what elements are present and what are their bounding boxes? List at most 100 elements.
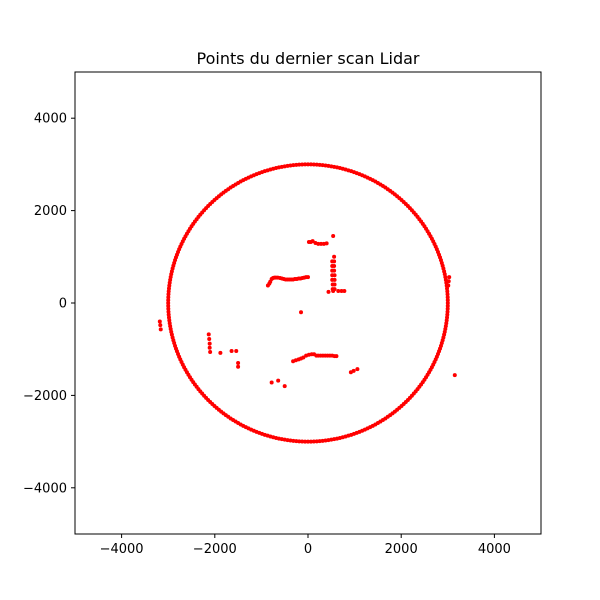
x-tick-label: 0	[304, 542, 312, 557]
y-tick-label: 0	[59, 297, 67, 312]
scatter-point	[299, 310, 304, 315]
scatter-point	[326, 289, 331, 294]
scatter-point	[297, 162, 302, 167]
scatter-point	[332, 287, 337, 292]
scatter-point	[166, 309, 171, 314]
x-tick-label: 4000	[478, 542, 511, 557]
scatter-point	[288, 438, 293, 443]
scatter-point	[317, 439, 322, 444]
scatter-point	[166, 292, 171, 297]
scatter-point	[166, 301, 171, 305]
scatter-point	[158, 327, 163, 332]
scatter-point	[236, 361, 241, 366]
scatter-point	[446, 283, 451, 288]
scatter-point	[324, 241, 329, 246]
scatter-point	[446, 279, 451, 284]
y-tick-label: −2000	[23, 389, 67, 404]
scatter-point	[452, 373, 457, 378]
scatter-point	[323, 163, 328, 168]
scatter-point	[158, 323, 163, 328]
scatter-point	[320, 438, 325, 443]
scatter-point	[306, 275, 310, 280]
scatter-point	[276, 378, 281, 383]
scatter-point	[306, 162, 310, 167]
scatter-point	[306, 439, 310, 444]
scatter-point	[166, 298, 171, 303]
scatter-point	[207, 341, 212, 346]
scatter-point	[332, 268, 337, 273]
scatter-point	[445, 292, 450, 297]
scatter-point	[311, 162, 316, 167]
scatter-point	[445, 315, 450, 320]
scatter-point	[308, 162, 313, 167]
scatter-point	[234, 349, 239, 354]
scatter-point	[445, 301, 450, 305]
scatter-point	[332, 264, 337, 269]
y-tick-label: −4000	[23, 481, 67, 496]
scatter-point	[229, 349, 234, 354]
scatter-point	[282, 384, 287, 389]
scatter-point	[445, 289, 450, 294]
scatter-point	[445, 306, 450, 311]
scatter-point	[166, 306, 171, 311]
scatter-point	[297, 439, 302, 444]
scatter-point	[166, 303, 171, 308]
scatter-point	[314, 439, 319, 444]
scatter-point	[166, 289, 171, 294]
scatter-point	[332, 273, 337, 278]
scatter-point	[308, 439, 313, 444]
scatter-point	[207, 345, 212, 350]
scatter-point	[166, 295, 171, 300]
scatter-point	[332, 277, 337, 282]
scatter-point	[332, 282, 337, 287]
scatter-point	[332, 259, 337, 264]
scatter-point	[300, 162, 305, 167]
scatter-point	[316, 241, 321, 246]
scatter-point	[445, 303, 450, 308]
scatter-point	[447, 275, 452, 280]
scatter-point	[445, 312, 450, 317]
y-tick-label: 2000	[34, 204, 67, 219]
x-tick-label: 2000	[385, 542, 418, 557]
scatter-point	[445, 309, 450, 314]
scatter-point	[208, 349, 213, 354]
scatter-point	[336, 288, 341, 293]
chart-title: Points du dernier scan Lidar	[197, 49, 420, 68]
scatter-point	[445, 295, 450, 300]
scatter-point	[339, 288, 344, 293]
scatter-point	[166, 312, 171, 317]
x-tick-label: −2000	[193, 542, 237, 557]
scatter-point	[206, 332, 211, 337]
y-tick-label: 4000	[34, 112, 67, 127]
scatter-point	[157, 319, 162, 324]
scatter-point	[331, 234, 336, 239]
y-axis: −4000 −2000 0 2000 4000	[23, 112, 75, 496]
scatter-point	[294, 162, 299, 167]
scatter-point	[300, 439, 305, 444]
scatter-point	[334, 354, 339, 359]
scatter-point	[166, 286, 171, 291]
scatter-point	[342, 288, 347, 293]
scatter-point	[445, 298, 450, 303]
scatter-point	[303, 162, 308, 167]
scatter-point	[311, 439, 316, 444]
scatter-point	[314, 162, 319, 167]
scatter-point	[291, 438, 296, 443]
scatter-point	[207, 337, 212, 342]
x-axis: −4000 −2000 0 2000 4000	[100, 534, 511, 557]
scatter-point	[320, 163, 325, 168]
scatter-point	[294, 439, 299, 444]
scatter-point	[332, 254, 337, 259]
scatter-point	[236, 364, 241, 369]
scatter-point	[319, 241, 324, 246]
scatter-point	[317, 162, 322, 167]
x-tick-label: −4000	[100, 542, 144, 557]
scatter-point	[268, 279, 273, 284]
scatter-point	[269, 380, 274, 385]
scatter-point	[218, 350, 223, 355]
scatter-point	[291, 163, 296, 168]
scatter-point	[303, 439, 308, 444]
scatter-point	[355, 367, 360, 372]
